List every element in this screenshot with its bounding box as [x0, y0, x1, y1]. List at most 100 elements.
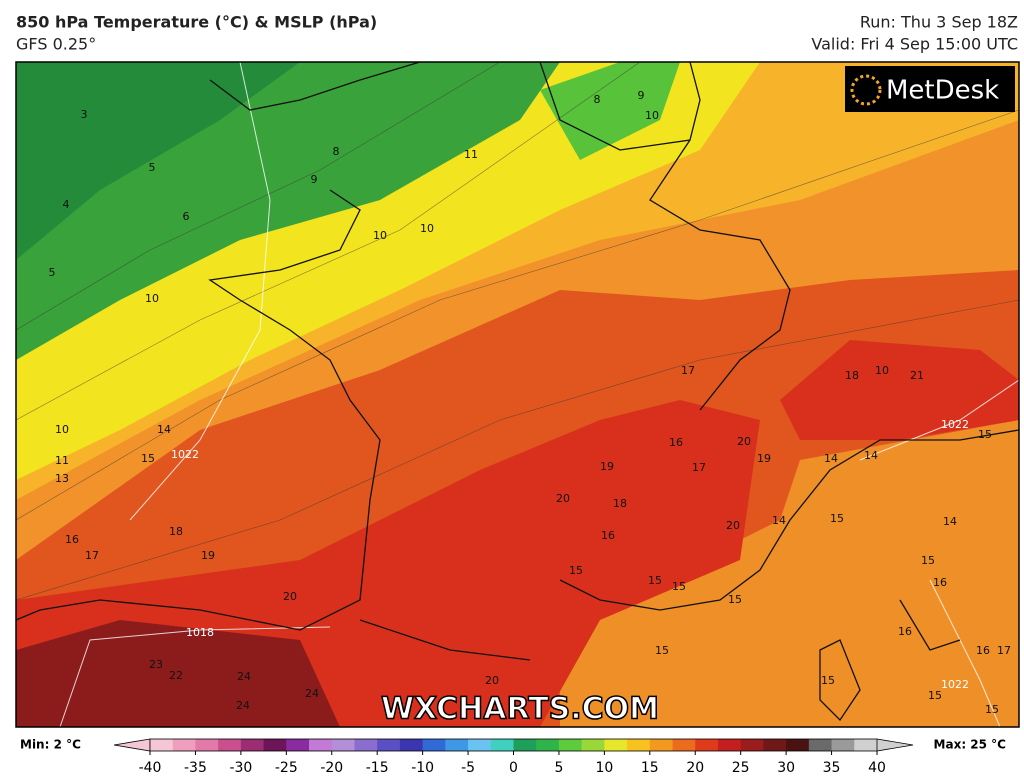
contour-label: 20 — [726, 519, 740, 532]
isobar-label: 1022 — [941, 418, 969, 431]
contour-label: 14 — [157, 423, 171, 436]
colorbar-tick-label: 10 — [595, 760, 613, 776]
contour-label: 9 — [638, 89, 645, 102]
contour-label: 20 — [485, 674, 499, 687]
map — [16, 62, 1019, 727]
contour-label: 17 — [85, 549, 99, 562]
contour-label: 24 — [236, 699, 250, 712]
colorbar-tick-label: -40 — [139, 760, 162, 776]
contour-label: 14 — [772, 514, 786, 527]
contour-label: 14 — [864, 449, 878, 462]
contour-label: 4 — [63, 198, 70, 211]
logo: MetDesk — [845, 66, 1015, 112]
contour-label: 20 — [283, 590, 297, 603]
contour-label: 19 — [600, 460, 614, 473]
colorbar-swatch — [854, 739, 878, 751]
colorbar-swatch — [195, 739, 219, 751]
colorbar-tick-label: 25 — [732, 760, 750, 776]
colorbar-swatch — [536, 739, 560, 751]
contour-label: 15 — [655, 644, 669, 657]
contour-label: 19 — [757, 452, 771, 465]
contour-label: 20 — [556, 492, 570, 505]
colorbar-swatch — [831, 739, 855, 751]
colorbar-swatch — [218, 739, 242, 751]
contour-label: 24 — [305, 687, 319, 700]
contour-label: 16 — [898, 625, 912, 638]
colorbar-tick-label: -15 — [366, 760, 389, 776]
colorbar-swatch — [740, 739, 764, 751]
colorbar-swatch — [695, 739, 719, 751]
colorbar-swatch — [558, 739, 583, 751]
contour-label: 16 — [933, 576, 947, 589]
contour-label: 11 — [55, 454, 69, 467]
colorbar-swatch — [399, 739, 424, 751]
contour-label: 10 — [55, 423, 69, 436]
contour-label: 21 — [910, 369, 924, 382]
colorbar-swatch — [263, 739, 287, 751]
contour-label: 17 — [681, 364, 695, 377]
watermark: WXCHARTS.COM — [381, 692, 659, 727]
run: Run: Thu 3 Sep 18Z — [860, 13, 1018, 32]
colorbar-tick-label: 35 — [823, 760, 841, 776]
contour-label: 17 — [692, 461, 706, 474]
colorbar-tick-label: -25 — [275, 760, 298, 776]
colorbar-swatch — [377, 739, 401, 751]
colorbar-tick-label: -5 — [461, 760, 475, 776]
contour-label: 10 — [420, 222, 434, 235]
contour-label: 15 — [978, 428, 992, 441]
colorbar-swatch — [354, 739, 378, 751]
contour-label: 18 — [845, 369, 859, 382]
contour-label: 10 — [645, 109, 659, 122]
contour-label: 10 — [373, 229, 387, 242]
contour-label: 10 — [875, 364, 889, 377]
colorbar-tick-label: 40 — [868, 760, 886, 776]
colorbar-swatch — [445, 739, 469, 751]
contour-label: 23 — [149, 658, 163, 671]
contour-label: 5 — [49, 266, 56, 279]
contour-label: 15 — [921, 554, 935, 567]
legend-max: Max: 25 °C — [934, 738, 1007, 752]
colorbar-tick-label: 5 — [554, 760, 563, 776]
contour-label: 10 — [145, 292, 159, 305]
contour-label: 15 — [830, 512, 844, 525]
contour-label: 11 — [464, 148, 478, 161]
contour-label: 16 — [976, 644, 990, 657]
colorbar-swatch — [150, 739, 174, 751]
logo-text: MetDesk — [886, 76, 999, 106]
contour-label: 16 — [65, 533, 79, 546]
colorbar-swatch — [513, 739, 537, 751]
colorbar-swatch — [331, 739, 355, 751]
contour-label: 20 — [737, 435, 751, 448]
colorbar-swatch — [604, 739, 628, 751]
isobar-label: 1022 — [171, 448, 199, 461]
colorbar-tick-label: 20 — [686, 760, 704, 776]
colorbar-swatch — [581, 739, 605, 751]
colorbar-swatch — [240, 739, 265, 751]
contour-label: 16 — [669, 436, 683, 449]
colorbar-swatch — [468, 739, 492, 751]
colorbar-swatch — [717, 739, 742, 751]
colorbar-tick-label: -30 — [229, 760, 252, 776]
contour-label: 18 — [169, 525, 183, 538]
colorbar-swatch — [627, 739, 651, 751]
colorbar-swatch — [763, 739, 787, 751]
colorbar-tick-label: 0 — [509, 760, 518, 776]
contour-label: 14 — [824, 452, 838, 465]
model: GFS 0.25° — [16, 35, 96, 54]
colorbar-tick-label: -20 — [320, 760, 343, 776]
colorbar-swatch — [422, 739, 446, 751]
isobar-label: 1018 — [186, 626, 214, 639]
contour-label: 6 — [183, 210, 190, 223]
contour-label: 18 — [613, 497, 627, 510]
colorbar-swatch — [786, 739, 810, 751]
contour-label: 15 — [569, 564, 583, 577]
contour-label: 8 — [333, 145, 340, 158]
contour-label: 19 — [201, 549, 215, 562]
map-frame — [15, 61, 1020, 728]
contour-label: 9 — [311, 173, 318, 186]
colorbar-end — [113, 738, 151, 752]
contour-label: 3 — [81, 108, 88, 121]
colorbar-tick-label: -10 — [411, 760, 434, 776]
contour-label: 15 — [928, 689, 942, 702]
